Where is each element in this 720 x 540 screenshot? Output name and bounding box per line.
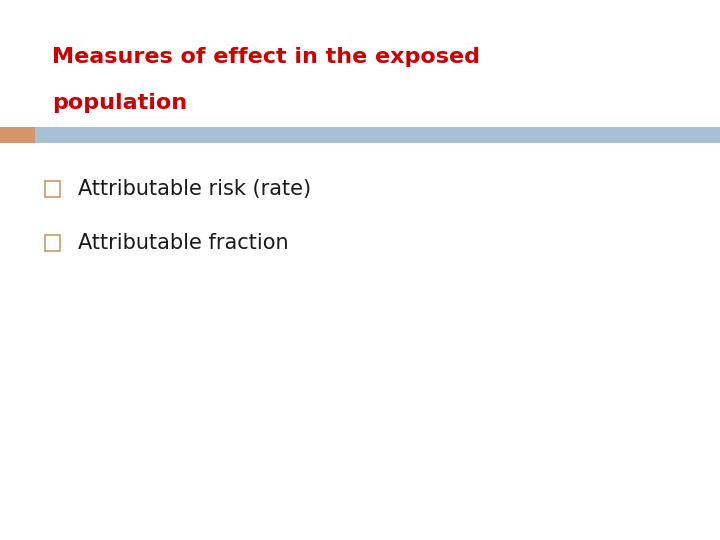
Text: Attributable fraction: Attributable fraction	[78, 233, 289, 253]
Text: Measures of effect in the exposed: Measures of effect in the exposed	[52, 46, 480, 67]
Bar	[35, 127, 720, 143]
Bar	[45, 235, 60, 251]
Text: Attributable risk (rate): Attributable risk (rate)	[78, 179, 311, 199]
Text: population: population	[52, 92, 187, 113]
Bar	[0, 127, 35, 143]
Bar	[45, 181, 60, 197]
